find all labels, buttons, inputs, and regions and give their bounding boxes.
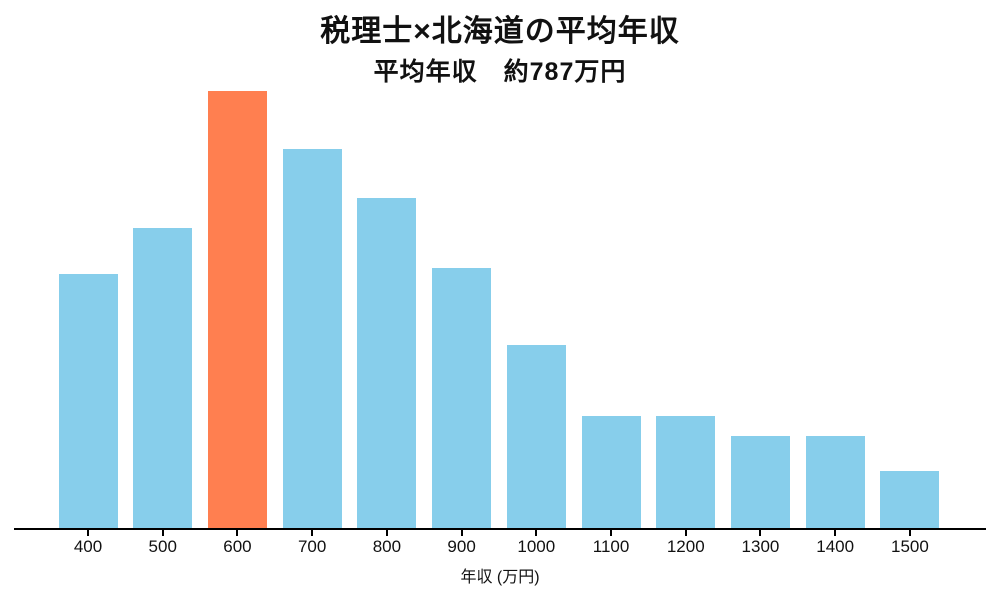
x-tick-label: 1400 [816,537,855,556]
bar-highlighted [207,91,267,528]
axis-tick [236,530,239,536]
bar [656,416,716,528]
bar [432,268,492,528]
x-tick-label: 900 [447,537,476,556]
x-tick-label: 1300 [741,537,780,556]
x-axis-label: 年収 (万円) [460,569,540,586]
axis-tick [535,530,538,536]
axis-tick [385,530,388,536]
axis-tick [610,530,613,536]
x-tick-label: 600 [223,537,252,556]
x-axis-line [14,528,986,530]
bar [581,416,641,528]
axis-tick [161,530,164,536]
bar [730,436,790,528]
x-tick-label: 1000 [517,537,556,556]
chart-subtitle: 平均年収 約787万円 [373,58,627,86]
x-tick-label: 1100 [592,537,630,556]
bar [805,436,865,528]
axis-tick [87,530,89,536]
bar [58,274,118,528]
bar [506,345,566,528]
axis-tick [908,530,911,536]
bar [282,149,342,528]
x-tick-label: 500 [148,537,177,556]
bar [133,228,193,528]
x-tick-label: 1500 [890,537,929,556]
axis-tick [834,530,837,536]
x-tick-label: 700 [297,537,327,556]
x-tick-label: 1200 [666,537,705,556]
x-tick-label: 400 [73,537,103,556]
axis-tick [460,530,463,536]
axis-tick [759,530,762,536]
axis-tick [684,530,687,536]
x-tick-label: 800 [372,537,402,556]
axis-tick [311,530,314,536]
bar [357,198,417,528]
bar [880,471,940,528]
chart-title: 税理士×北海道の平均年収 [320,15,680,48]
